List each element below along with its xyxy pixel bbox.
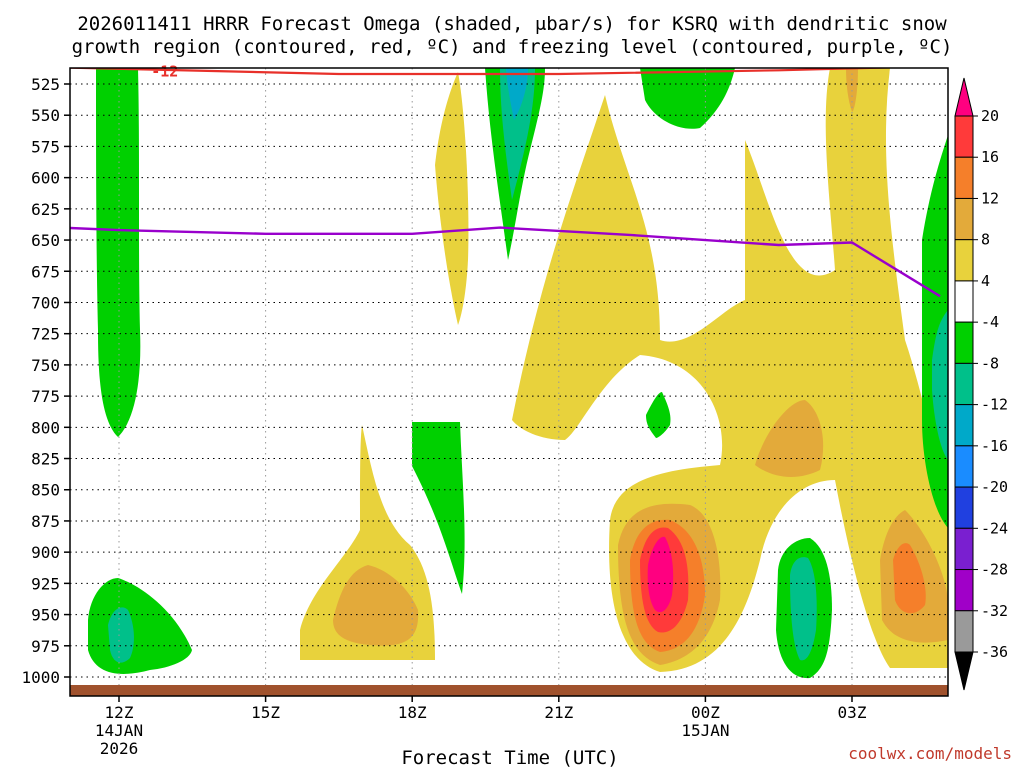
colorbar-bin [954,239,974,282]
omega-region-green [88,578,192,674]
dgz-contour-line [70,68,910,76]
y-tick-label: 700 [31,293,60,312]
colorbar-bin [954,527,974,571]
colorbar-bin [954,77,974,117]
colorbar-bin [954,115,974,158]
y-tick-label: 875 [31,512,60,531]
credit-text: coolwx.com/models [848,744,1012,763]
y-tick-label: 825 [31,450,60,469]
omega-region-green [646,392,671,438]
omega-region-teal [932,310,948,460]
colorbar-label: -36 [981,643,1008,661]
x-tick-label: 00Z [691,703,720,722]
chart-subtitle: growth region (contoured, red, ºC) and f… [72,36,953,58]
x-tick-label: 03Z [838,703,867,722]
colorbar-label: -4 [981,313,999,331]
y-tick-label: 925 [31,574,60,593]
omega-region-dark-orange [893,543,926,614]
omega-region-teal [500,68,535,200]
colorbar-label: -8 [981,354,999,372]
y-axis: 525 550 575 600 625 650 675 700 725 750 775 800 825 8… [21,75,70,687]
colorbar-bin [954,404,974,447]
omega-region-teal [108,607,134,663]
colorbar-bin [954,651,974,691]
freezing-level-line [70,226,941,298]
y-tick-label: 950 [31,606,60,625]
colorbar-label: 16 [981,148,999,166]
omega-region-magenta [647,536,674,613]
colorbar-bin [954,197,974,241]
colorbar-bin [954,321,974,364]
y-tick-label: 650 [31,231,60,250]
colorbar-bin [954,280,974,323]
colorbar-label: 4 [981,272,990,290]
y-tick-label: 775 [31,387,60,406]
omega-shading [88,68,948,679]
colorbar-bin [954,486,974,529]
y-tick-label: 550 [31,106,60,125]
y-tick-label: 800 [31,418,60,437]
colorbar-bin [954,156,974,199]
colorbar-label: -28 [981,561,1008,579]
colorbar-label: -24 [981,519,1008,537]
omega-region-green [412,422,465,594]
omega-region-orange [333,565,419,646]
colorbar-label: 8 [981,231,990,249]
omega-region-green [96,68,141,437]
y-tick-label: 600 [31,169,60,188]
colorbar-label: -16 [981,437,1008,455]
x-axis-label: Forecast Time (UTC) [401,747,618,768]
colorbar-label: -20 [981,478,1008,496]
x-tick-sublabel: 2026 [100,739,139,758]
y-tick-label: 900 [31,543,60,562]
colorbar-label: 20 [981,107,999,125]
x-tick-sublabel: 14JAN [95,721,143,740]
y-tick-label: 750 [31,356,60,375]
colorbar: 20 16 12 8 4 -4 -8 -12 -16 -20 -24 -28 -32 -36 [954,77,1008,691]
x-tick-sublabel: 15JAN [681,721,729,740]
x-tick-label: 21Z [544,703,573,722]
ground-band [70,685,948,696]
omega-region-cyan [506,68,528,120]
y-tick-label: 625 [31,200,60,219]
y-tick-label: 850 [31,481,60,500]
y-tick-label: 675 [31,262,60,281]
colorbar-label: -12 [981,396,1008,414]
dgz-contour-label: -12 [151,63,178,81]
x-tick-label: 15Z [251,703,280,722]
colorbar-bin [954,362,974,406]
colorbar-bin [954,445,974,488]
colorbar-bin [954,569,974,612]
x-tick-label: 18Z [398,703,427,722]
plot-frame [69,67,949,697]
chart-grid [70,68,948,696]
colorbar-bin [954,610,974,653]
omega-region-green [640,68,735,129]
y-tick-label: 575 [31,137,60,156]
colorbar-label: 12 [981,189,999,207]
x-tick-label: 12Z [105,703,134,722]
y-tick-label: 975 [31,637,60,656]
chart-title: 2026011411 HRRR Forecast Omega (shaded, … [77,13,947,35]
omega-region-orange [755,400,824,477]
y-tick-label: 525 [31,75,60,94]
y-tick-label: 725 [31,325,60,344]
colorbar-label: -32 [981,602,1008,620]
y-tick-label: 1000 [21,668,60,687]
omega-region-yellow [435,72,469,325]
